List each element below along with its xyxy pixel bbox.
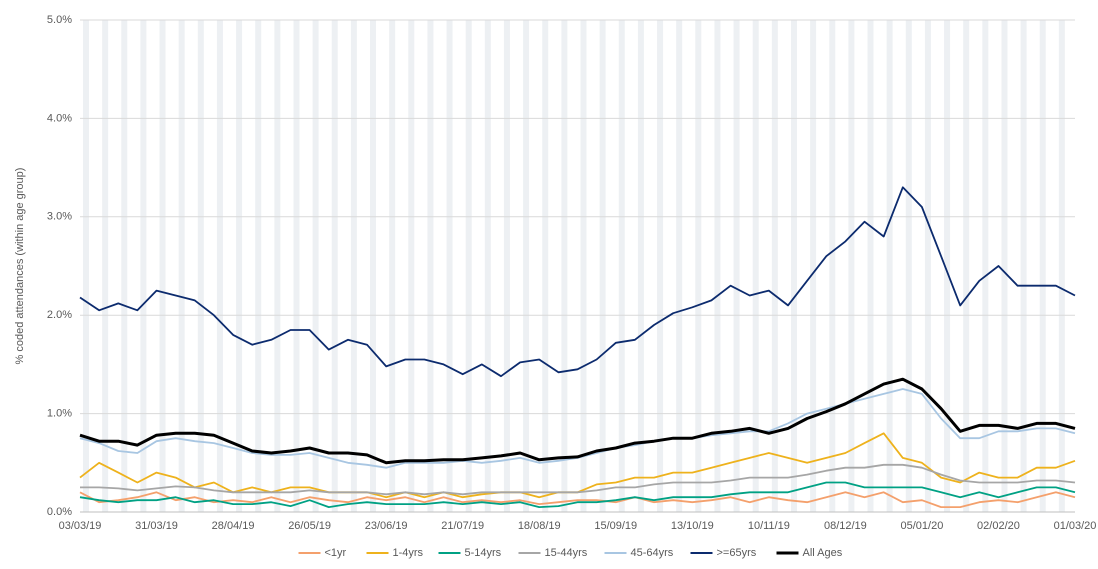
week-band bbox=[886, 20, 893, 512]
week-band bbox=[944, 20, 951, 512]
week-band bbox=[848, 20, 855, 512]
x-tick-label: 26/05/19 bbox=[288, 520, 331, 532]
week-band bbox=[637, 20, 644, 512]
legend-label: <1yr bbox=[325, 547, 347, 559]
week-band bbox=[312, 20, 319, 512]
week-band bbox=[714, 20, 721, 512]
y-tick-label: 5.0% bbox=[47, 14, 72, 26]
week-band bbox=[293, 20, 300, 512]
week-band bbox=[370, 20, 377, 512]
series-line bbox=[79, 491, 1076, 508]
x-tick-label: 31/03/19 bbox=[135, 520, 178, 532]
week-band bbox=[618, 20, 625, 512]
y-tick-label: 2.0% bbox=[47, 309, 72, 321]
week-band bbox=[236, 20, 243, 512]
week-band bbox=[523, 20, 530, 512]
series-line bbox=[80, 463, 1076, 496]
legend-label: 45-64yrs bbox=[631, 547, 674, 559]
week-band bbox=[408, 20, 415, 512]
y-tick-label: 3.0% bbox=[47, 211, 72, 223]
week-band bbox=[982, 20, 989, 512]
week-band bbox=[140, 20, 147, 512]
week-band bbox=[216, 20, 223, 512]
legend-label: 15-44yrs bbox=[545, 547, 588, 559]
legend-label: All Ages bbox=[803, 547, 843, 559]
week-band bbox=[331, 20, 338, 512]
week-band bbox=[102, 20, 109, 512]
week-band bbox=[752, 20, 759, 512]
series-line bbox=[79, 481, 1076, 508]
week-band bbox=[1020, 20, 1027, 512]
week-band bbox=[905, 20, 912, 512]
legend-label: >=65yrs bbox=[717, 547, 757, 559]
x-tick-label: 28/04/19 bbox=[212, 520, 255, 532]
week-band bbox=[255, 20, 262, 512]
legend-label: 5-14yrs bbox=[465, 547, 502, 559]
week-band bbox=[580, 20, 587, 512]
week-band bbox=[350, 20, 357, 512]
x-tick-label: 01/03/20 bbox=[1054, 520, 1097, 532]
week-band bbox=[561, 20, 568, 512]
x-tick-label: 23/06/19 bbox=[365, 520, 408, 532]
y-tick-label: 4.0% bbox=[47, 112, 72, 124]
week-band bbox=[427, 20, 434, 512]
x-tick-label: 03/03/19 bbox=[59, 520, 102, 532]
week-band bbox=[484, 20, 491, 512]
week-band bbox=[810, 20, 817, 512]
x-tick-label: 08/12/19 bbox=[824, 520, 867, 532]
y-tick-label: 1.0% bbox=[47, 408, 72, 420]
week-band bbox=[733, 20, 740, 512]
week-band bbox=[1039, 20, 1046, 512]
y-axis-label: % coded attendances (within age group) bbox=[14, 168, 26, 365]
week-band bbox=[599, 20, 606, 512]
week-band bbox=[389, 20, 396, 512]
x-tick-label: 15/09/19 bbox=[594, 520, 637, 532]
week-band bbox=[465, 20, 472, 512]
week-band bbox=[1001, 20, 1008, 512]
x-tick-label: 02/02/20 bbox=[977, 520, 1020, 532]
week-band bbox=[446, 20, 453, 512]
week-band bbox=[771, 20, 778, 512]
week-band bbox=[963, 20, 970, 512]
week-band bbox=[1058, 20, 1065, 512]
x-tick-label: 13/10/19 bbox=[671, 520, 714, 532]
week-band bbox=[867, 20, 874, 512]
y-tick-label: 0.0% bbox=[47, 506, 72, 518]
series-line bbox=[79, 186, 1076, 378]
week-band bbox=[503, 20, 510, 512]
week-band bbox=[83, 20, 89, 512]
week-band bbox=[178, 20, 185, 512]
week-band bbox=[197, 20, 204, 512]
week-band bbox=[657, 20, 664, 512]
week-band bbox=[695, 20, 702, 512]
x-tick-label: 21/07/19 bbox=[441, 520, 484, 532]
week-band bbox=[676, 20, 683, 512]
week-band bbox=[829, 20, 836, 512]
week-band bbox=[924, 20, 931, 512]
x-tick-label: 18/08/19 bbox=[518, 520, 561, 532]
week-band bbox=[274, 20, 281, 512]
x-tick-label: 10/11/19 bbox=[748, 520, 790, 532]
x-tick-label: 05/01/20 bbox=[901, 520, 944, 532]
week-band bbox=[790, 20, 797, 512]
week-band bbox=[542, 20, 549, 512]
legend-label: 1-4yrs bbox=[393, 547, 424, 559]
week-band bbox=[121, 20, 128, 512]
series-line bbox=[79, 377, 1076, 465]
week-band bbox=[159, 20, 166, 512]
